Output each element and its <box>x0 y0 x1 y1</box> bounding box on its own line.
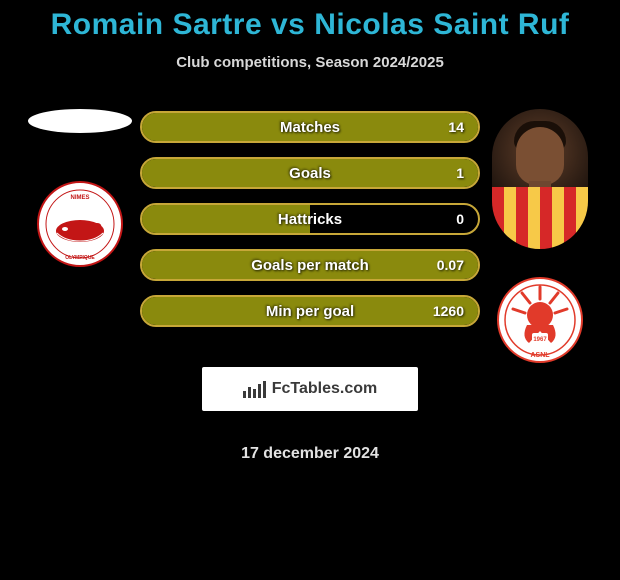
left-club-badge: NIMES OLYMPIQUE <box>37 181 123 267</box>
right-club-badge: 1967 ASNL <box>497 277 583 363</box>
stats-column: Matches 14 Goals 1 Hattricks 0 <box>140 103 480 463</box>
stat-value-right: 0.07 <box>437 257 464 273</box>
svg-text:1967: 1967 <box>533 337 547 343</box>
subtitle: Club competitions, Season 2024/2025 <box>0 54 620 71</box>
svg-text:NIMES: NIMES <box>70 195 89 201</box>
asnl-badge-icon: 1967 ASNL <box>497 277 583 363</box>
stat-value-right: 1260 <box>433 303 464 319</box>
svg-text:OLYMPIQUE: OLYMPIQUE <box>65 255 95 261</box>
right-player-avatar <box>492 109 588 249</box>
stat-bar-hattricks: Hattricks 0 <box>140 203 480 235</box>
stat-bar-matches: Matches 14 <box>140 111 480 143</box>
stat-label: Matches <box>280 119 340 136</box>
comparison-row: NIMES OLYMPIQUE Matches 14 Goals 1 <box>0 103 620 463</box>
stat-label: Min per goal <box>266 303 354 320</box>
date-text: 17 december 2024 <box>241 445 379 463</box>
nimes-badge-icon: NIMES OLYMPIQUE <box>37 181 123 267</box>
svg-text:ASNL: ASNL <box>530 352 550 359</box>
brand-box: FcTables.com <box>202 367 418 411</box>
stat-fill-left <box>142 159 310 187</box>
stat-label: Hattricks <box>278 211 342 228</box>
stat-label: Goals per match <box>251 257 369 274</box>
stat-bar-goals: Goals 1 <box>140 157 480 189</box>
player-head-shape <box>516 127 564 185</box>
page-title: Romain Sartre vs Nicolas Saint Ruf <box>0 8 620 42</box>
stat-fill-right <box>310 159 478 187</box>
infographic-root: Romain Sartre vs Nicolas Saint Ruf Club … <box>0 0 620 463</box>
player-jersey <box>492 187 588 249</box>
stat-value-right: 1 <box>456 165 464 181</box>
stat-value-right: 0 <box>456 211 464 227</box>
bar-chart-icon <box>243 380 266 398</box>
brand-text: FcTables.com <box>272 380 378 398</box>
stat-value-right: 14 <box>448 119 464 135</box>
stat-bar-goals-per-match: Goals per match 0.07 <box>140 249 480 281</box>
stat-label: Goals <box>289 165 331 182</box>
right-player-column: 1967 ASNL <box>480 103 600 363</box>
stat-bar-min-per-goal: Min per goal 1260 <box>140 295 480 327</box>
left-player-column: NIMES OLYMPIQUE <box>20 103 140 267</box>
left-player-avatar-placeholder <box>28 109 132 133</box>
